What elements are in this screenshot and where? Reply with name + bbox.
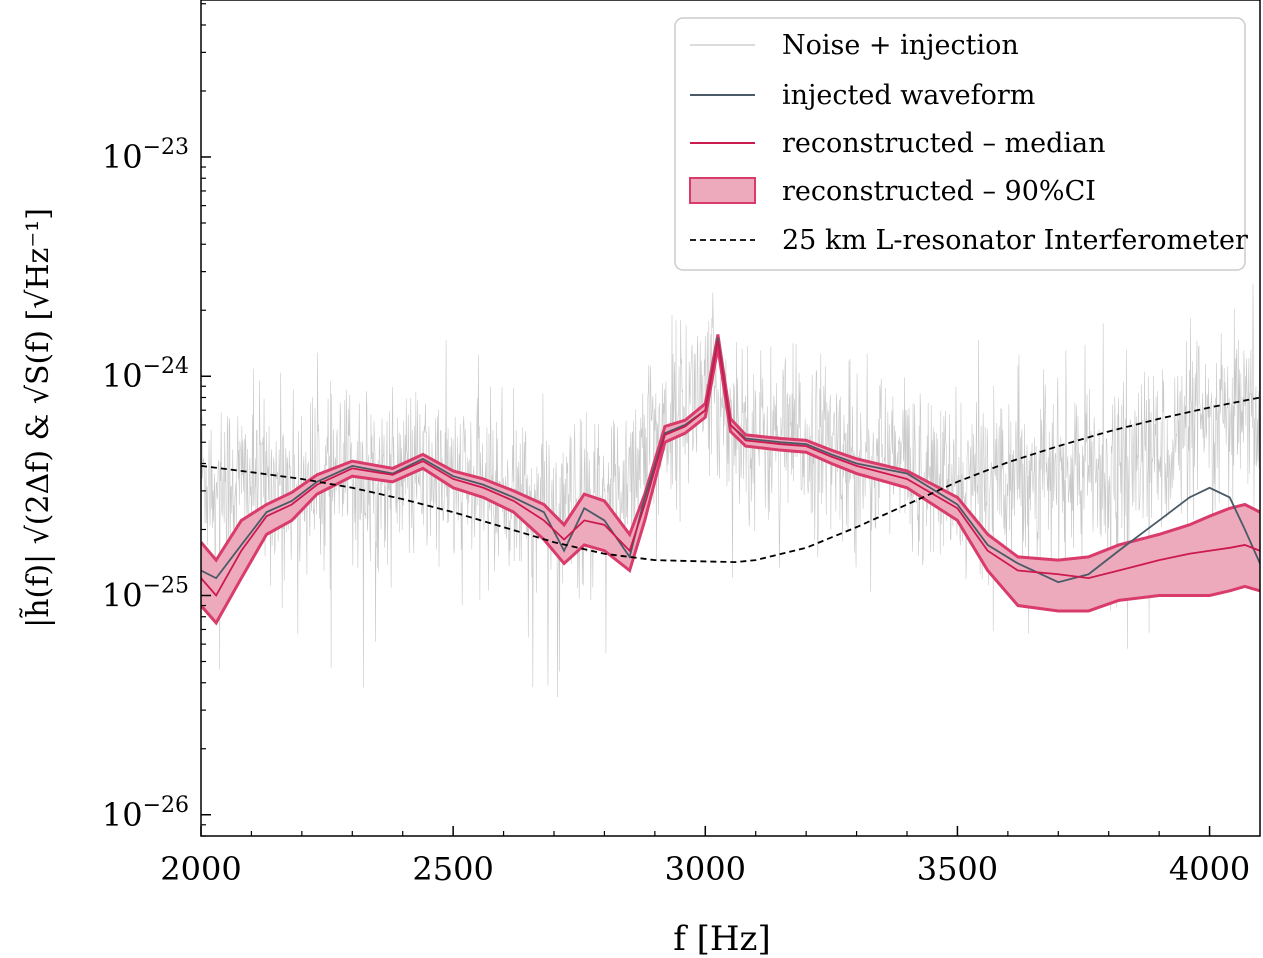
x-tick-label: 2500 (412, 850, 493, 888)
noise-series (201, 283, 1260, 697)
ci-upper-edge (201, 334, 1260, 563)
x-ticks: 2000 2500 3000 3500 4000 (160, 826, 1250, 888)
legend-ci-label: reconstructed – 90%CI (782, 176, 1096, 207)
legend-detector-label: 25 km L-resonator Interferometer (782, 225, 1248, 256)
ci-band (201, 334, 1260, 623)
legend: Noise + injection injected waveform reco… (674, 17, 1248, 271)
ci-lower-edge (201, 347, 1260, 626)
plot-area (201, 283, 1260, 697)
median-line (201, 340, 1260, 598)
legend-injected-label: injected waveform (782, 80, 1035, 111)
x-tick-label: 3000 (665, 850, 746, 888)
x-tick-label: 3500 (917, 850, 998, 888)
legend-ci-swatch (689, 177, 756, 204)
y-ticks: 10−23 10−24 10−25 10−26 (102, 3, 211, 837)
x-axis-label: f [Hz] (673, 919, 770, 958)
detector-series (201, 396, 1260, 564)
y-tick-label: 10−23 (102, 135, 189, 176)
ci-band-series (201, 334, 1260, 626)
y-axis-label: |h̃(f)| √(2Δf) & √S(f) [√Hz⁻¹] (19, 208, 56, 628)
axes: 2000 2500 3000 3500 4000 10−2310−2410−2510−2… (102, 0, 1261, 888)
plot-frame (200, 0, 1261, 837)
legend-noise-label: Noise + injection (782, 30, 1019, 61)
legend-box (674, 17, 1246, 271)
y-tick-label: 10−25 (102, 573, 189, 614)
median-series (201, 340, 1260, 598)
x-tick-label: 2000 (160, 850, 241, 888)
x-tick-label: 4000 (1169, 850, 1250, 888)
legend-median-label: reconstructed – median (782, 128, 1106, 159)
noise-line (201, 283, 1260, 697)
y-tick-label: 10−24 (102, 354, 189, 395)
detector-line (201, 396, 1260, 564)
y-tick-label: 10−26 (102, 793, 189, 834)
